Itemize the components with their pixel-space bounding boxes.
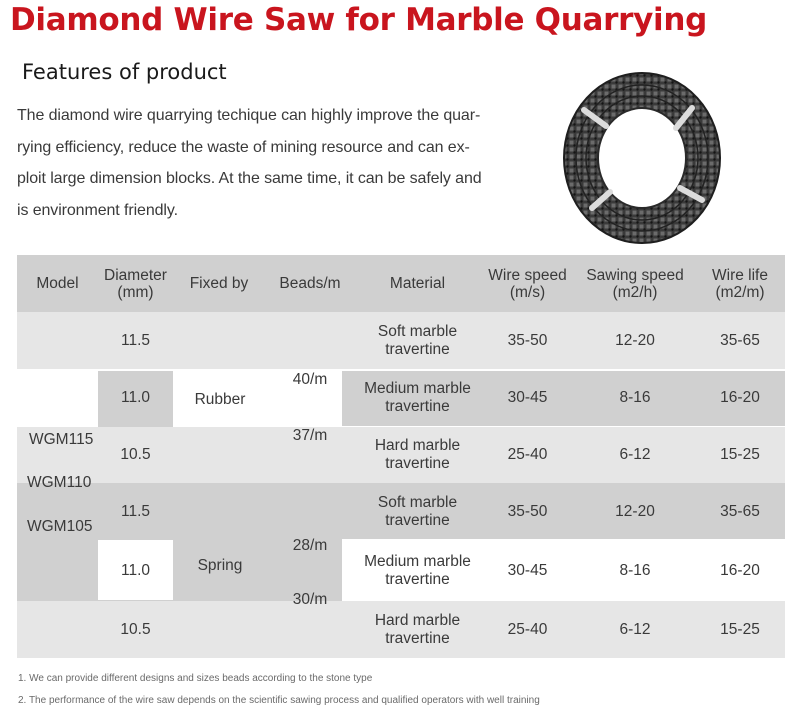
intro-line: ploit large dimension blocks. At the sam… — [17, 170, 482, 187]
material-subtype: travertine — [385, 511, 450, 529]
diameter-cell: 11.0 — [120, 389, 151, 406]
intro-line: is environment friendly. — [17, 201, 178, 219]
wire-life-cell: 15-25 — [720, 620, 760, 638]
intro-paragraph: The diamond wire quarrying techique can … — [17, 108, 547, 234]
model-name: WGM110 — [27, 474, 92, 491]
wire-life-cell: 35-65 — [720, 331, 760, 349]
wire-speed-cell: 25-40 — [507, 620, 548, 638]
diameter-cell: 11.5 — [120, 502, 151, 520]
footnote: 1. We can provide different designs and … — [18, 673, 373, 684]
beads-value: 37/m — [292, 427, 328, 444]
col-header-wire-speed-unit: (m/s) — [509, 283, 546, 301]
col-header-wire-speed: Wire speed (m/s) — [480, 255, 575, 312]
col-header-sawing-speed-label: Sawing speed — [586, 266, 684, 284]
page-title: Diamond Wire Saw for Marble Quarrying — [10, 2, 707, 38]
sawing-speed-cell: 12-20 — [615, 331, 655, 349]
sawing-speed-cell: 12-20 — [615, 502, 655, 520]
col-header-sawing-speed-unit: (m2/h) — [612, 283, 658, 301]
header-band — [17, 255, 785, 312]
row-band — [17, 312, 785, 369]
col-header-fixed-by: Fixed by — [189, 275, 249, 292]
footnote: 2. The performance of the wire saw depen… — [18, 695, 540, 706]
material-type: Medium marble — [364, 552, 471, 570]
sawing-speed-cell: 8-16 — [619, 389, 651, 406]
intro-line: The diamond wire quarrying techique can … — [17, 107, 481, 124]
row-band — [17, 601, 785, 658]
col-header-diameter-label: Diameter — [104, 266, 167, 284]
col-header-wire-life-label: Wire life — [712, 266, 768, 284]
material-subtype: travertine — [385, 570, 450, 588]
diameter-cell: 10.5 — [120, 620, 151, 638]
wire-life-cell: 15-25 — [720, 446, 760, 463]
wire-speed-cell: 30-45 — [507, 561, 548, 579]
material-cell: Medium marble travertine — [355, 369, 480, 427]
row-band — [17, 427, 785, 483]
wire-speed-cell: 30-45 — [507, 389, 548, 406]
spec-table: Model Diameter (mm) Fixed by Beads/m Mat… — [17, 255, 785, 658]
wire-speed-cell: 25-40 — [507, 446, 548, 463]
col-header-beads: Beads/m — [279, 275, 341, 292]
model-name: WGM115 — [29, 431, 94, 448]
footnotes: 1. We can provide different designs and … — [18, 673, 540, 717]
material-subtype: travertine — [385, 340, 450, 358]
material-cell: Hard marble travertine — [355, 601, 480, 658]
material-type: Medium marble — [364, 380, 471, 397]
wire-speed-cell: 35-50 — [507, 331, 548, 349]
material-cell: Medium marble travertine — [355, 540, 480, 601]
diameter-cell: 11.5 — [120, 331, 151, 349]
material-type: Hard marble — [374, 611, 461, 629]
material-type: Soft marble — [377, 322, 458, 340]
diameter-cell: 11.0 — [120, 561, 151, 579]
material-cell: Soft marble travertine — [355, 312, 480, 369]
beads-value: 40/m — [292, 371, 328, 388]
col-header-diameter-unit: (mm) — [117, 283, 154, 301]
intro-line: rying efficiency, reduce the waste of mi… — [17, 138, 470, 156]
material-subtype: travertine — [385, 398, 450, 415]
wire-life-cell: 16-20 — [720, 561, 760, 579]
diameter-highlight — [98, 540, 173, 600]
material-type: Hard marble — [374, 437, 461, 454]
row-highlight — [342, 371, 785, 426]
col-header-sawing-speed: Sawing speed (m2/h) — [575, 255, 695, 312]
model-name: WGM105 — [27, 518, 93, 535]
wire-saw-coil-image — [563, 72, 721, 244]
row-highlight — [342, 539, 785, 601]
col-header-wire-life: Wire life (m2/m) — [695, 255, 785, 312]
diameter-highlight — [98, 371, 173, 428]
col-header-wire-life-unit: (m2/m) — [715, 283, 765, 301]
sawing-speed-cell: 6-12 — [619, 446, 651, 463]
section-heading: Features of product — [22, 60, 227, 84]
col-header-diameter: Diameter (mm) — [98, 255, 173, 312]
material-cell: Soft marble travertine — [355, 483, 480, 540]
beads-value: 28/m — [292, 537, 328, 554]
col-header-model: Model — [36, 275, 79, 292]
diameter-cell: 10.5 — [120, 446, 151, 463]
material-subtype: travertine — [385, 455, 450, 472]
col-header-wire-speed-label: Wire speed — [488, 266, 567, 284]
wire-life-cell: 35-65 — [720, 502, 760, 520]
fixed-by-value: Spring — [197, 557, 243, 574]
material-type: Soft marble — [377, 493, 458, 511]
beads-value: 30/m — [292, 591, 328, 608]
sawing-speed-cell: 6-12 — [619, 620, 651, 638]
wire-life-cell: 16-20 — [720, 389, 760, 406]
material-cell: Hard marble travertine — [355, 427, 480, 483]
wire-speed-cell: 35-50 — [507, 502, 548, 520]
material-subtype: travertine — [385, 629, 450, 647]
col-header-material: Material — [389, 275, 446, 292]
sawing-speed-cell: 8-16 — [619, 561, 651, 579]
fixed-by-value: Rubber — [194, 391, 246, 408]
